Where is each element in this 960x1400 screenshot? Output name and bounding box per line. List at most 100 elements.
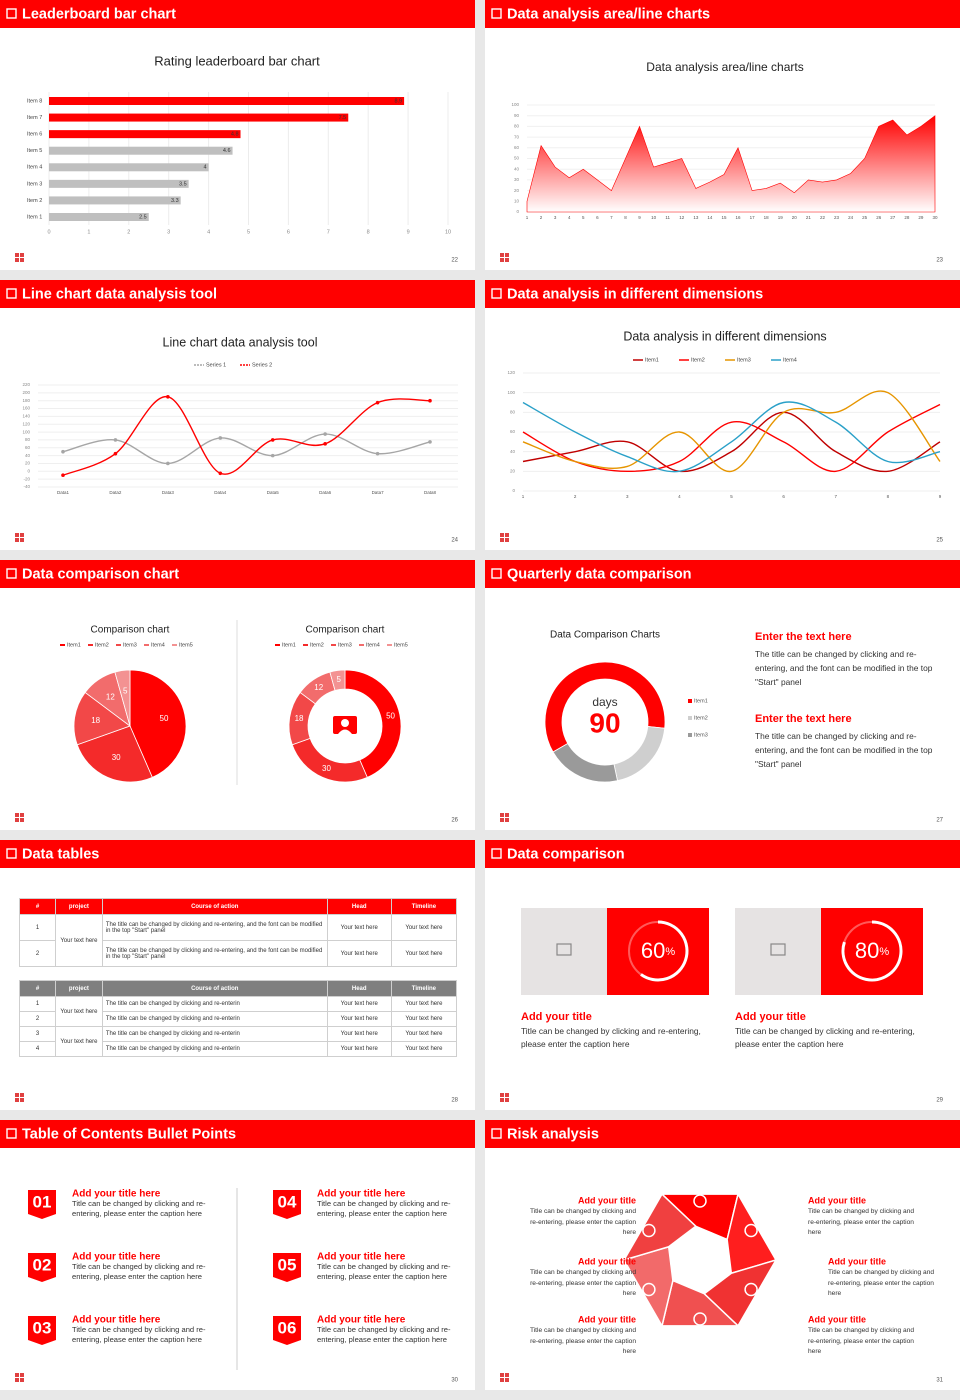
y-tick-label: -20 — [23, 476, 30, 481]
x-tick-label: 24 — [848, 215, 854, 220]
page-number: 30 — [451, 1378, 458, 1384]
header-cell: project — [55, 898, 103, 915]
logo — [15, 533, 19, 537]
logo — [15, 538, 19, 542]
slice-label: 50 — [160, 714, 169, 723]
text-box: Title can be changed by clicking and re-… — [317, 1262, 451, 1281]
series-line — [522, 401, 941, 473]
legend-label: Item3 — [694, 732, 708, 738]
table-cell: 1 — [19, 996, 57, 1012]
value-label: 7.5 — [339, 115, 347, 121]
chart-title: Data analysis area/line charts — [646, 60, 803, 74]
point — [113, 451, 118, 456]
x-tick-label: 10 — [651, 215, 657, 220]
text-box: The title can be changed by clicking and… — [755, 649, 932, 687]
table-cell: The title can be changed by clicking and… — [101, 1011, 328, 1027]
series-line — [522, 390, 941, 473]
legend-label: Item1 — [645, 357, 659, 363]
value-label: 4.6 — [223, 148, 231, 154]
header-cell: Timeline — [390, 980, 457, 997]
x-tick-label: 5 — [582, 215, 585, 220]
logo — [15, 1098, 19, 1102]
legend-label: Item2 — [95, 642, 109, 648]
x-tick-label: 9 — [638, 215, 641, 220]
header-icon — [6, 568, 17, 579]
page-number: 31 — [936, 1378, 943, 1384]
page-number: 26 — [451, 818, 458, 824]
point — [113, 438, 118, 442]
header-cell: Course of action — [101, 980, 328, 997]
paragraph: Title can be changed by clicking and re-… — [529, 1269, 636, 1297]
x-tick-label: 1 — [526, 215, 529, 220]
paragraph: Title can be changed by clicking and re-… — [72, 1199, 206, 1218]
table-cell: The title can be changed by clicking and… — [101, 1041, 328, 1057]
logo — [15, 1093, 19, 1097]
y-tick-label: 60 — [514, 145, 520, 150]
y-tick-label: 40 — [25, 453, 31, 458]
logo — [505, 1373, 509, 1377]
logo — [500, 258, 504, 262]
y-tick-label: 20 — [510, 469, 516, 474]
text-box: Title can be changed by clicking and re-… — [72, 1199, 206, 1218]
text-box: Title can be changed by clicking and re-… — [529, 1269, 636, 1297]
table-row: 2 The title can be changed by clicking an… — [19, 940, 457, 967]
point — [323, 442, 327, 446]
legend-marker — [172, 644, 177, 646]
segment-icon — [693, 1312, 707, 1326]
x-tick-label: 7 — [834, 494, 837, 499]
x-tick-label: 17 — [750, 215, 756, 220]
x-tick-label: 3 — [626, 494, 629, 499]
header-cell: Course of action — [101, 898, 328, 915]
y-tick-label: 0 — [512, 488, 515, 493]
slice-label: 12 — [106, 692, 115, 701]
bar — [49, 196, 181, 205]
y-tick-label: 100 — [22, 429, 30, 434]
point — [218, 436, 223, 440]
page-number: 22 — [451, 258, 458, 264]
x-tick-label: 0 — [47, 229, 50, 235]
bar — [49, 130, 241, 139]
table-cell: Your text here — [390, 1041, 457, 1057]
category-label: Item 5 — [27, 148, 42, 154]
table-cell: Your text here — [326, 1041, 392, 1057]
legend-label: Item4 — [366, 642, 380, 648]
logo — [505, 813, 509, 817]
value-label: 4 — [204, 165, 207, 171]
slide-background — [485, 280, 960, 550]
icon — [341, 719, 349, 727]
x-tick-label: 30 — [932, 215, 938, 220]
bullet-number: 04 — [278, 1192, 297, 1211]
x-tick-label: 25 — [862, 215, 868, 220]
category-label: Item 6 — [27, 132, 42, 138]
legend-marker — [88, 644, 93, 646]
x-tick-label: Data2 — [109, 490, 122, 495]
logo — [15, 818, 19, 822]
legend-label: Item1 — [282, 642, 296, 648]
y-tick-label: 200 — [22, 390, 30, 395]
x-tick-label: 6 — [596, 215, 599, 220]
y-tick-label: 0 — [27, 468, 30, 473]
y-tick-label: 60 — [510, 429, 516, 434]
text-box: Title can be changed by clicking and re-… — [72, 1262, 206, 1281]
risk-title: Add your title — [808, 1314, 866, 1324]
logo — [20, 1373, 24, 1377]
page-number: 24 — [451, 538, 458, 544]
legend-label: Item5 — [179, 642, 193, 648]
header-icon — [6, 288, 17, 299]
image-placeholder — [735, 908, 821, 995]
y-tick-label: 100 — [507, 390, 515, 395]
slide-background — [0, 840, 475, 1110]
slice — [329, 669, 346, 691]
header-title: Risk analysis — [507, 1126, 599, 1142]
table-box: # project Course of action Head Timeline1You… — [19, 898, 457, 967]
page-number: 25 — [936, 538, 943, 544]
area — [526, 115, 936, 213]
x-tick-label: 27 — [890, 215, 896, 220]
text-box: Title can be changed by clicking and re-… — [828, 1269, 934, 1297]
text-box: Title can be changed by clicking and re-… — [735, 1026, 915, 1049]
point — [61, 449, 65, 454]
x-tick-label: 4 — [568, 215, 571, 220]
x-tick-label: Data5 — [267, 490, 280, 495]
table-cell: Your text here — [326, 940, 392, 967]
